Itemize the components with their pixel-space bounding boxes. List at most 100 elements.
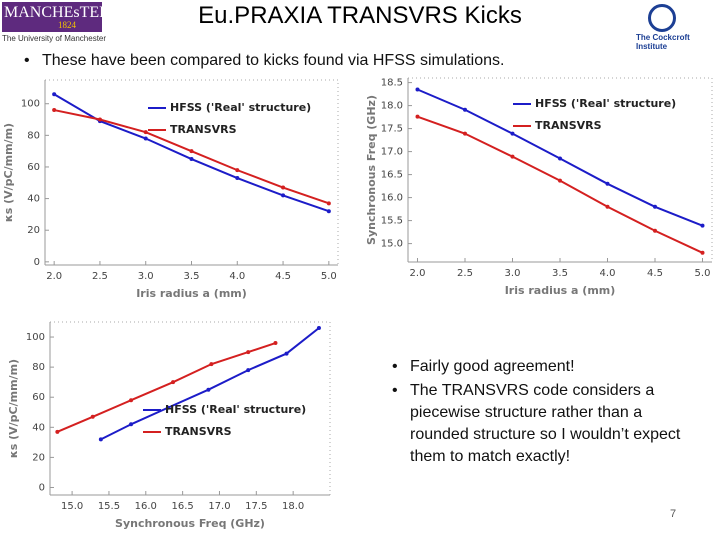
- x-tick-label: 2.0: [410, 268, 426, 279]
- x-tick-label: 3.5: [552, 268, 568, 279]
- data-point: [171, 380, 176, 385]
- x-tick-label: 17.5: [245, 501, 267, 512]
- data-point: [189, 149, 194, 154]
- bullet-text: Fairly good agreement!: [410, 358, 575, 375]
- slide-title: Eu.PRAXIA TRANSVRS Kicks: [198, 2, 522, 29]
- x-axis-label: Iris radius a (mm): [136, 287, 247, 300]
- x-tick-label: 18.0: [282, 501, 304, 512]
- logo-text: MANCHEsTER: [4, 4, 110, 21]
- y-axis-label: Synchronous Freq (GHz): [365, 95, 378, 245]
- series-line: [56, 342, 276, 433]
- data-point: [605, 204, 610, 209]
- bullet: • These have been compared to kicks found…: [24, 52, 505, 69]
- y-axis-label: κs (V/pC/mm/m): [7, 359, 20, 458]
- data-point: [235, 168, 240, 173]
- data-point: [55, 429, 60, 434]
- data-point: [463, 131, 467, 136]
- bullet-text: These have been compared to kicks found …: [42, 52, 505, 69]
- legend-label: TRANSVRS: [170, 123, 237, 136]
- series-line: [100, 327, 320, 441]
- page-number: 7: [670, 508, 677, 520]
- manchester-logo: [2, 2, 102, 32]
- bullet-text: The TRANSVRS code considers a piecewise …: [410, 382, 681, 465]
- y-tick-label: 18.0: [381, 101, 403, 112]
- y-tick-label: 0: [34, 257, 40, 268]
- bullet: • Fairly good agreement!: [392, 358, 575, 375]
- y-tick-label: 0: [39, 482, 45, 493]
- data-point: [510, 131, 515, 136]
- y-tick-label: 17.0: [381, 147, 403, 158]
- data-point: [415, 87, 420, 92]
- data-point: [316, 326, 321, 331]
- data-point: [281, 185, 286, 190]
- data-point: [653, 204, 657, 209]
- x-tick-label: 3.0: [138, 271, 154, 282]
- y-tick-label: 20: [27, 225, 40, 236]
- cockcroft-icon: [648, 4, 676, 32]
- y-tick-label: 16.0: [381, 193, 403, 204]
- data-point: [52, 108, 57, 113]
- data-point: [700, 223, 705, 228]
- legend-label: TRANSVRS: [165, 425, 232, 438]
- data-point: [90, 414, 95, 419]
- y-tick-label: 15.5: [381, 216, 403, 227]
- logo-cockcroft: The Cockcroft Institute: [636, 33, 690, 51]
- x-tick-label: 4.5: [647, 268, 663, 279]
- y-tick-label: 100: [26, 332, 45, 343]
- y-tick-label: 100: [21, 99, 40, 110]
- x-tick-label: 15.5: [98, 501, 120, 512]
- data-point: [143, 130, 148, 135]
- data-point: [246, 350, 251, 355]
- y-tick-label: 20: [32, 452, 45, 463]
- x-tick-label: 17.0: [208, 501, 230, 512]
- x-tick-label: 2.5: [457, 268, 473, 279]
- x-tick-label: 2.0: [46, 271, 62, 282]
- data-point: [415, 114, 420, 119]
- y-tick-label: 60: [32, 392, 45, 403]
- x-tick-label: 3.5: [184, 271, 200, 282]
- x-tick-label: 15.0: [61, 501, 83, 512]
- x-tick-label: 16.5: [171, 501, 193, 512]
- y-tick-label: 16.5: [381, 170, 403, 181]
- data-point: [558, 156, 562, 161]
- legend-label: TRANSVRS: [535, 119, 602, 132]
- data-point: [653, 228, 657, 233]
- legend-label: HFSS ('Real' structure): [170, 101, 311, 114]
- y-axis-label: κs (V/pC/mm/m): [2, 123, 15, 222]
- x-tick-label: 3.0: [505, 268, 521, 279]
- x-tick-label: 16.0: [135, 501, 157, 512]
- y-tick-label: 60: [27, 162, 40, 173]
- data-point: [558, 178, 562, 183]
- data-point: [281, 193, 286, 198]
- series-line: [417, 115, 703, 254]
- x-tick-label: 5.0: [321, 271, 337, 282]
- x-tick-label: 5.0: [695, 268, 711, 279]
- x-tick-label: 4.5: [275, 271, 291, 282]
- data-point: [273, 341, 278, 346]
- y-tick-label: 15.0: [381, 239, 403, 250]
- y-tick-label: 40: [27, 194, 40, 205]
- data-point: [326, 201, 331, 206]
- data-point: [700, 250, 705, 255]
- data-point: [246, 368, 251, 373]
- bullet: • The TRANSVRS code considers a piecewise…: [392, 382, 681, 465]
- data-point: [605, 181, 610, 186]
- data-point: [129, 398, 134, 403]
- x-axis-label: Synchronous Freq (GHz): [115, 517, 265, 530]
- legend-label: HFSS ('Real' structure): [535, 97, 676, 110]
- data-point: [165, 405, 170, 410]
- legend-label: HFSS ('Real' structure): [165, 403, 306, 416]
- y-tick-label: 80: [32, 362, 45, 373]
- y-tick-label: 18.5: [381, 78, 403, 89]
- y-tick-label: 17.5: [381, 124, 403, 135]
- x-axis-label: Iris radius a (mm): [505, 284, 616, 297]
- data-point: [52, 92, 57, 97]
- y-tick-label: 40: [32, 422, 45, 433]
- data-point: [97, 117, 102, 122]
- data-point: [326, 209, 331, 214]
- data-point: [510, 154, 515, 159]
- data-point: [98, 437, 103, 442]
- data-point: [143, 136, 148, 141]
